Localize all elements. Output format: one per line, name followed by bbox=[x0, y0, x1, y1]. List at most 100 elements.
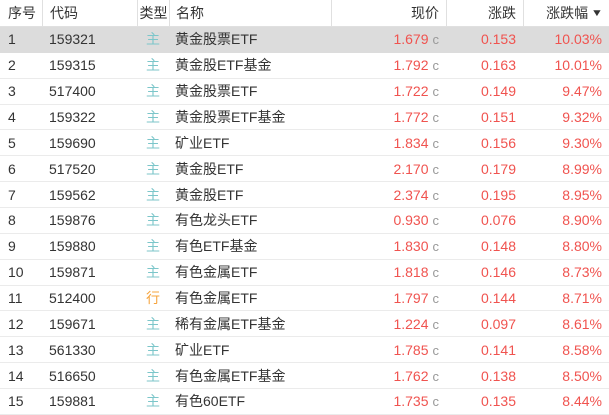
table-row[interactable]: 3 517400 主 黄金股票ETF 1.722 c 0.149 9.47% bbox=[0, 79, 609, 105]
cell-price: 2.374 c bbox=[331, 187, 446, 203]
table-row[interactable]: 11 512400 行 有色金属ETF 1.797 c 0.144 8.71% bbox=[0, 286, 609, 312]
table-row[interactable]: 13 561330 主 矿业ETF 1.785 c 0.141 8.58% bbox=[0, 337, 609, 364]
header-type[interactable]: 类型 bbox=[137, 0, 169, 26]
cell-index: 12 bbox=[8, 315, 24, 332]
price-value: 0.930 bbox=[393, 212, 429, 229]
price-suffix: c bbox=[432, 135, 440, 151]
cell-change-percent: 8.50% bbox=[562, 367, 602, 384]
table-row[interactable]: 9 159880 主 有色ETF基金 1.830 c 0.148 8.80% bbox=[0, 234, 609, 260]
table-row[interactable]: 5 159690 主 矿业ETF 1.834 c 0.156 9.30% bbox=[0, 130, 609, 157]
table-row[interactable]: 6 517520 主 黄金股ETF 2.170 c 0.179 8.99% bbox=[0, 156, 609, 183]
header-change-percent[interactable]: 涨跌幅 ▼ bbox=[523, 0, 609, 26]
price-value: 1.818 bbox=[393, 264, 429, 281]
cell-price: 1.722 c bbox=[331, 83, 446, 99]
table-row[interactable]: 15 159881 主 有色60ETF 1.735 c 0.135 8.44% bbox=[0, 389, 609, 415]
cell-code: 159321 bbox=[49, 31, 96, 48]
cell-name: 有色60ETF bbox=[175, 393, 246, 410]
cell-index: 4 bbox=[8, 109, 16, 125]
type-badge: 主 bbox=[146, 238, 160, 255]
cell-index: 14 bbox=[8, 367, 24, 384]
header-name[interactable]: 名称 bbox=[169, 0, 331, 26]
price-suffix: c bbox=[432, 316, 440, 332]
cell-price: 1.679 c bbox=[331, 31, 446, 47]
cell-name: 矿业ETF bbox=[175, 341, 230, 358]
price-value: 1.762 bbox=[393, 367, 429, 384]
price-suffix: c bbox=[432, 58, 440, 74]
price-value: 1.797 bbox=[393, 290, 429, 307]
sort-desc-icon: ▼ bbox=[590, 7, 604, 19]
cell-price: 1.830 c bbox=[331, 238, 446, 254]
cell-name: 黄金股ETF bbox=[175, 186, 244, 203]
price-suffix: c bbox=[432, 342, 440, 358]
cell-index: 9 bbox=[8, 238, 16, 255]
price-suffix: c bbox=[432, 32, 440, 48]
header-price[interactable]: 现价 bbox=[331, 0, 446, 26]
cell-name: 有色ETF基金 bbox=[175, 238, 258, 255]
type-badge: 主 bbox=[146, 264, 160, 281]
cell-code: 159876 bbox=[49, 212, 96, 229]
cell-code: 561330 bbox=[49, 341, 96, 358]
cell-price: 0.930 c bbox=[331, 212, 446, 228]
table-row[interactable]: 1 159321 主 黄金股票ETF 1.679 c 0.153 10.03% bbox=[0, 27, 609, 53]
cell-name: 黄金股票ETF bbox=[175, 83, 258, 100]
cell-change-percent: 9.47% bbox=[562, 83, 602, 100]
cell-price: 1.735 c bbox=[331, 393, 446, 409]
table-header: 序号 代码 类型 名称 现价 涨跌 涨跌幅 ▼ bbox=[0, 0, 609, 27]
cell-change-percent: 8.61% bbox=[562, 315, 602, 332]
cell-change-percent: 8.58% bbox=[562, 341, 602, 358]
cell-change: 0.148 bbox=[480, 238, 516, 255]
cell-code: 159671 bbox=[49, 315, 96, 332]
table-row[interactable]: 2 159315 主 黄金股ETF基金 1.792 c 0.163 10.01% bbox=[0, 53, 609, 79]
cell-change-percent: 8.80% bbox=[562, 238, 602, 255]
cell-name: 有色金属ETF bbox=[175, 264, 258, 281]
type-badge: 主 bbox=[146, 160, 160, 177]
cell-change-percent: 8.99% bbox=[562, 160, 602, 177]
cell-name: 有色龙头ETF bbox=[175, 212, 258, 229]
table-row[interactable]: 8 159876 主 有色龙头ETF 0.930 c 0.076 8.90% bbox=[0, 208, 609, 234]
table-row[interactable]: 10 159871 主 有色金属ETF 1.818 c 0.146 8.73% bbox=[0, 260, 609, 286]
cell-change: 0.163 bbox=[480, 57, 516, 74]
cell-index: 11 bbox=[8, 290, 23, 307]
type-badge: 主 bbox=[146, 212, 160, 229]
cell-change-percent: 10.01% bbox=[554, 57, 602, 74]
type-badge: 主 bbox=[146, 341, 160, 358]
price-value: 1.792 bbox=[393, 57, 429, 74]
cell-index: 10 bbox=[8, 264, 24, 281]
type-badge: 主 bbox=[146, 367, 160, 384]
cell-price: 1.834 c bbox=[331, 135, 446, 151]
cell-index: 6 bbox=[8, 160, 16, 177]
price-value: 1.679 bbox=[393, 31, 429, 48]
cell-change: 0.141 bbox=[480, 341, 516, 358]
table-row[interactable]: 4 159322 主 黄金股票ETF基金 1.772 c 0.151 9.32% bbox=[0, 105, 609, 131]
price-value: 2.374 bbox=[393, 186, 429, 203]
cell-name: 黄金股票ETF基金 bbox=[175, 109, 286, 125]
type-badge: 主 bbox=[146, 186, 160, 203]
cell-code: 516650 bbox=[49, 367, 96, 384]
cell-price: 1.792 c bbox=[331, 57, 446, 73]
cell-code: 159881 bbox=[49, 393, 96, 410]
cell-price: 1.772 c bbox=[331, 109, 446, 125]
cell-change: 0.097 bbox=[480, 315, 516, 332]
cell-change: 0.153 bbox=[480, 31, 516, 48]
cell-name: 矿业ETF bbox=[175, 134, 230, 151]
cell-change: 0.156 bbox=[480, 134, 516, 151]
price-suffix: c bbox=[432, 291, 440, 307]
cell-index: 8 bbox=[8, 212, 16, 229]
header-change[interactable]: 涨跌 bbox=[446, 0, 523, 26]
header-code[interactable]: 代码 bbox=[42, 0, 137, 26]
cell-code: 159322 bbox=[49, 109, 96, 125]
cell-price: 1.818 c bbox=[331, 264, 446, 280]
header-index[interactable]: 序号 bbox=[8, 5, 36, 21]
cell-name: 黄金股ETF bbox=[175, 160, 244, 177]
table-row[interactable]: 7 159562 主 黄金股ETF 2.374 c 0.195 8.95% bbox=[0, 182, 609, 209]
table-row[interactable]: 14 516650 主 有色金属ETF基金 1.762 c 0.138 8.50% bbox=[0, 363, 609, 390]
cell-name: 稀有金属ETF基金 bbox=[175, 315, 286, 332]
price-suffix: c bbox=[432, 368, 440, 384]
price-suffix: c bbox=[432, 239, 440, 255]
cell-index: 3 bbox=[8, 83, 16, 100]
cell-code: 517520 bbox=[49, 160, 96, 177]
price-value: 1.830 bbox=[393, 238, 429, 255]
cell-code: 159690 bbox=[49, 134, 96, 151]
table-row[interactable]: 12 159671 主 稀有金属ETF基金 1.224 c 0.097 8.61% bbox=[0, 311, 609, 338]
price-value: 1.722 bbox=[393, 83, 429, 100]
